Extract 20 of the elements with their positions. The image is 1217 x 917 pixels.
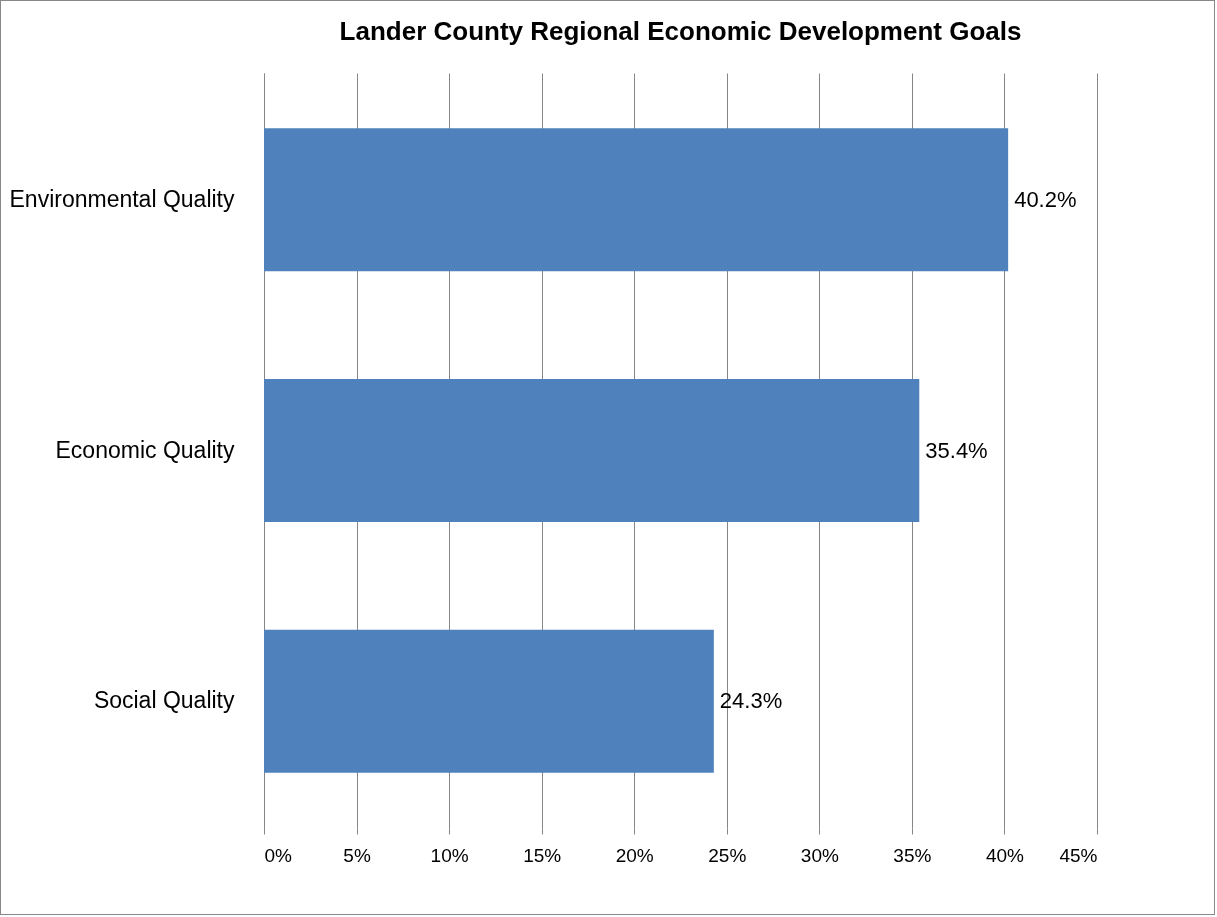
data-label: 40.2% bbox=[1014, 186, 1077, 212]
x-tick-label: 30% bbox=[800, 844, 839, 866]
bar bbox=[264, 379, 920, 522]
data-label: 24.3% bbox=[719, 688, 783, 714]
x-tick-label: 35% bbox=[893, 844, 932, 866]
x-tick-label: 20% bbox=[615, 844, 654, 866]
x-tick-label: 25% bbox=[708, 844, 747, 866]
x-tick-label: 5% bbox=[343, 844, 371, 866]
x-tick-label: 0% bbox=[264, 844, 293, 866]
y-tick-label: Environmental Quality bbox=[9, 185, 235, 212]
x-tick-label: 40% bbox=[985, 844, 1025, 866]
chart-title: Lander County Regional Economic Development Goals bbox=[339, 16, 1022, 46]
bar bbox=[264, 128, 1009, 272]
x-tick-label: 15% bbox=[523, 844, 562, 866]
y-tick-label: Economic Quality bbox=[55, 436, 235, 463]
data-label: 35.4% bbox=[925, 437, 988, 463]
x-tick-label: 10% bbox=[430, 844, 469, 866]
bar bbox=[264, 629, 714, 773]
y-tick-label: Social Quality bbox=[93, 687, 235, 714]
x-tick-label: 45% bbox=[1059, 844, 1098, 866]
